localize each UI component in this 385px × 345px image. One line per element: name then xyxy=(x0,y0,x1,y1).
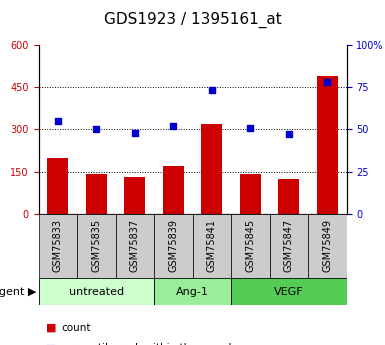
Bar xyxy=(116,214,154,278)
Bar xyxy=(47,158,69,214)
Text: ■: ■ xyxy=(46,323,57,333)
Bar xyxy=(154,214,192,278)
Text: ■: ■ xyxy=(46,343,57,345)
Text: count: count xyxy=(62,323,91,333)
Text: GSM75835: GSM75835 xyxy=(91,219,101,272)
Bar xyxy=(192,214,231,278)
Point xyxy=(286,132,292,137)
Bar xyxy=(239,175,261,214)
Bar xyxy=(278,179,300,214)
Text: GSM75841: GSM75841 xyxy=(207,219,217,272)
Bar xyxy=(163,166,184,214)
Bar xyxy=(231,214,270,278)
Bar xyxy=(316,76,338,214)
Text: GSM75833: GSM75833 xyxy=(53,219,63,272)
Point xyxy=(132,130,138,136)
Text: agent ▶: agent ▶ xyxy=(0,287,37,296)
Point xyxy=(247,125,253,130)
Bar xyxy=(270,214,308,278)
Text: percentile rank within the sample: percentile rank within the sample xyxy=(62,343,238,345)
Bar xyxy=(201,124,223,214)
Point xyxy=(209,88,215,93)
Bar xyxy=(308,214,346,278)
Point xyxy=(55,118,61,124)
Bar xyxy=(38,278,154,305)
Text: GSM75845: GSM75845 xyxy=(245,219,255,272)
Point xyxy=(324,79,330,85)
Bar xyxy=(231,278,346,305)
Bar xyxy=(154,278,231,305)
Text: GSM75849: GSM75849 xyxy=(322,219,332,272)
Text: Ang-1: Ang-1 xyxy=(176,287,209,296)
Point xyxy=(93,127,99,132)
Bar xyxy=(77,214,116,278)
Text: GSM75839: GSM75839 xyxy=(168,219,178,272)
Bar xyxy=(38,214,77,278)
Bar xyxy=(85,175,107,214)
Text: GDS1923 / 1395161_at: GDS1923 / 1395161_at xyxy=(104,12,281,28)
Text: untreated: untreated xyxy=(69,287,124,296)
Bar xyxy=(124,177,146,214)
Text: GSM75847: GSM75847 xyxy=(284,219,294,272)
Point xyxy=(170,123,176,129)
Text: VEGF: VEGF xyxy=(274,287,303,296)
Text: GSM75837: GSM75837 xyxy=(130,219,140,272)
